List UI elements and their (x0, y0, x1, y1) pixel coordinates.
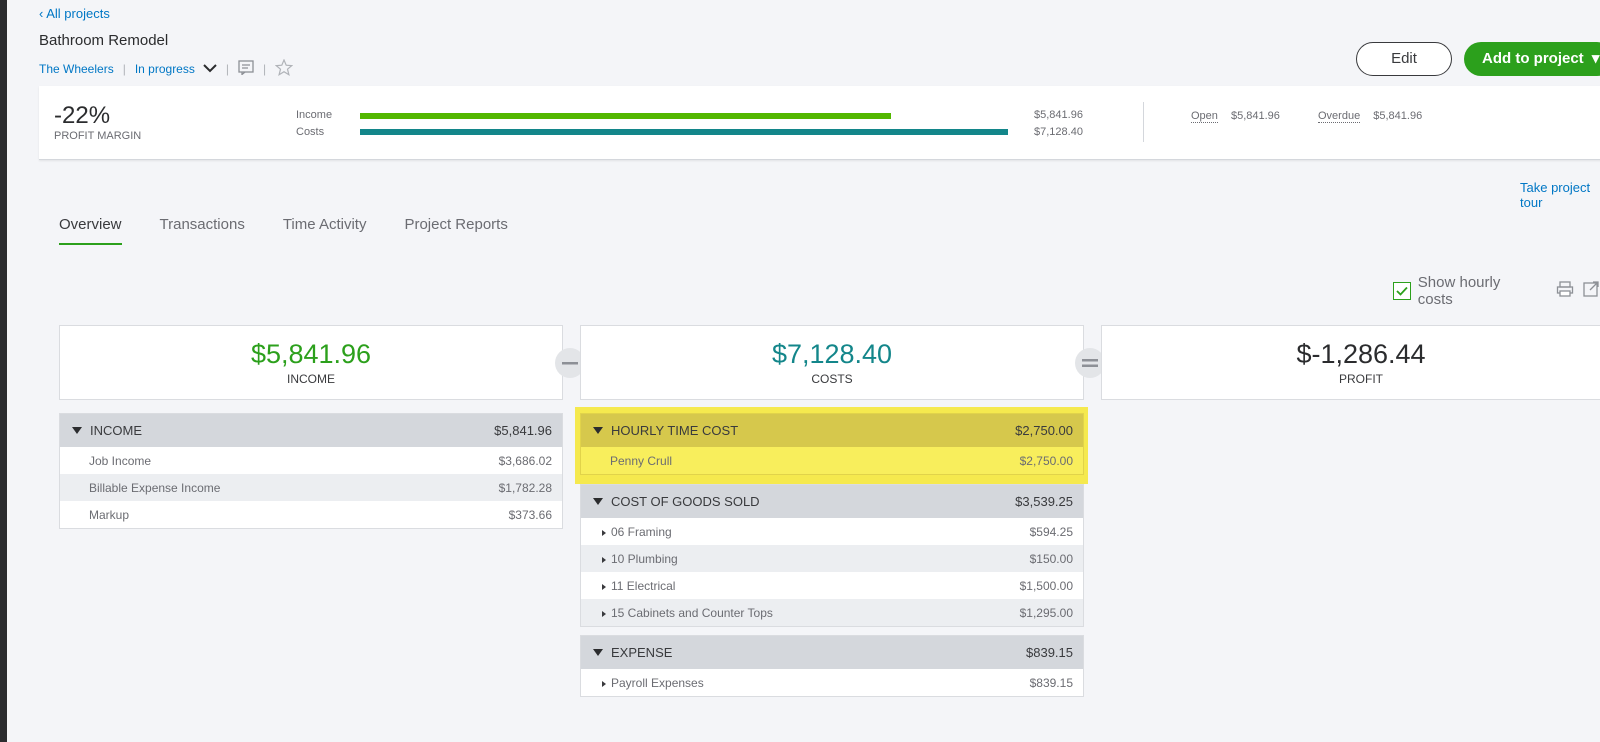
profit-card-label: PROFIT (1339, 372, 1383, 386)
show-hourly-costs-label: Show hourly costs (1417, 274, 1501, 308)
income-card: $5,841.96 INCOME (59, 325, 563, 400)
table-row[interactable]: 11 Electrical $1,500.00 (581, 572, 1083, 599)
notes-icon[interactable] (238, 60, 254, 78)
income-card-label: INCOME (287, 372, 335, 386)
overdue-amount: $5,841.96 (1373, 110, 1423, 122)
income-table: INCOME $5,841.96 Job Income $3,686.02 Bil… (59, 413, 563, 529)
divider: | (262, 62, 267, 76)
highlight-box: HOURLY TIME COST $2,750.00 Penny Crull $2… (575, 407, 1088, 484)
project-title: Bathroom Remodel (39, 32, 169, 49)
divider: | (122, 62, 126, 76)
caret-down-icon (593, 498, 603, 505)
tab-transactions[interactable]: Transactions (159, 216, 245, 233)
overdue-link[interactable]: Overdue (1318, 110, 1361, 123)
open-link[interactable]: Open (1191, 110, 1218, 123)
caret-right-icon[interactable] (602, 610, 606, 617)
costs-bar (360, 129, 1008, 135)
caret-down-icon (593, 649, 603, 656)
costs-bar-amount: $7,128.40 (1034, 126, 1083, 138)
customer-link[interactable]: The Wheelers (39, 62, 114, 76)
costs-bar-label: Costs (296, 126, 325, 138)
window-edge (0, 0, 7, 742)
profit-card: $-1,286.44 PROFIT (1101, 325, 1600, 400)
back-link[interactable]: ‹ All projects (39, 6, 110, 21)
table-row[interactable]: 10 Plumbing $150.00 (581, 545, 1083, 572)
caret-down-icon (593, 427, 603, 434)
table-row: Penny Crull $2,750.00 (581, 447, 1083, 474)
open-amount: $5,841.96 (1230, 110, 1280, 122)
profit-summary-panel: -22% PROFIT MARGIN Income Costs $5,841.9… (39, 86, 1600, 160)
income-table-header[interactable]: INCOME $5,841.96 (60, 414, 562, 447)
costs-card: $7,128.40 COSTS (580, 325, 1084, 400)
cogs-table-header[interactable]: COST OF GOODS SOLD $3,539.25 (581, 485, 1083, 518)
profit-margin-value: -22% (54, 102, 111, 129)
cost-of-goods-sold-table: COST OF GOODS SOLD $3,539.25 06 Framing $… (580, 484, 1084, 627)
caret-right-icon[interactable] (602, 529, 606, 536)
costs-card-label: COSTS (811, 372, 853, 386)
edit-button[interactable]: Edit (1356, 42, 1452, 76)
hourly-time-cost-header[interactable]: HOURLY TIME COST $2,750.00 (581, 414, 1083, 447)
income-total: $5,841.96 (250, 339, 372, 369)
table-row: Billable Expense Income $1,782.28 (60, 474, 562, 501)
divider (1143, 102, 1144, 142)
income-bar-amount: $5,841.96 (1034, 109, 1083, 121)
expense-table-header[interactable]: EXPENSE $839.15 (581, 636, 1083, 669)
tab-project-reports[interactable]: Project Reports (404, 216, 508, 233)
table-row[interactable]: 06 Framing $594.25 (581, 518, 1083, 545)
expense-table: EXPENSE $839.15 Payroll Expenses $839.15 (580, 635, 1084, 697)
income-bar-label: Income (296, 109, 333, 121)
checkbox[interactable] (1393, 282, 1411, 300)
table-row: Job Income $3,686.02 (89, 453, 552, 468)
chevron-down-icon[interactable] (203, 62, 217, 76)
tab-overview[interactable]: Overview (59, 216, 122, 245)
star-icon[interactable] (274, 58, 294, 79)
status-dropdown[interactable]: In progress (134, 62, 195, 76)
divider: | (225, 62, 229, 76)
profit-margin-label: PROFIT MARGIN (54, 130, 142, 142)
tab-bar: Overview Transactions Time Activity Proj… (59, 216, 546, 245)
table-row: Markup $373.66 (89, 507, 552, 522)
income-bar (360, 113, 892, 119)
chevron-down-icon: ▾ (1591, 50, 1600, 67)
caret-down-icon (72, 427, 82, 434)
chevron-left-icon: ‹ (39, 6, 47, 21)
print-icon[interactable] (1556, 280, 1574, 302)
export-icon[interactable] (1582, 280, 1600, 302)
hourly-time-cost-table: HOURLY TIME COST $2,750.00 Penny Crull $2… (580, 413, 1084, 475)
equals-icon (1075, 348, 1105, 378)
project-meta: The Wheelers | In progress | | (39, 58, 294, 79)
add-to-project-button[interactable]: Add to project ▾ (1464, 42, 1600, 76)
profit-total: $-1,286.44 (1296, 339, 1426, 369)
caret-right-icon[interactable] (602, 583, 606, 590)
tab-time-activity[interactable]: Time Activity (282, 216, 367, 233)
show-hourly-costs-toggle[interactable]: Show hourly costs (1393, 274, 1600, 308)
table-row[interactable]: 15 Cabinets and Counter Tops $1,295.00 (581, 599, 1083, 626)
costs-total: $7,128.40 (771, 339, 893, 369)
caret-right-icon[interactable] (602, 556, 606, 563)
take-project-tour-link[interactable]: Take project tour (1520, 180, 1591, 210)
caret-right-icon[interactable] (602, 680, 606, 687)
table-row[interactable]: Payroll Expenses $839.15 (581, 669, 1083, 696)
